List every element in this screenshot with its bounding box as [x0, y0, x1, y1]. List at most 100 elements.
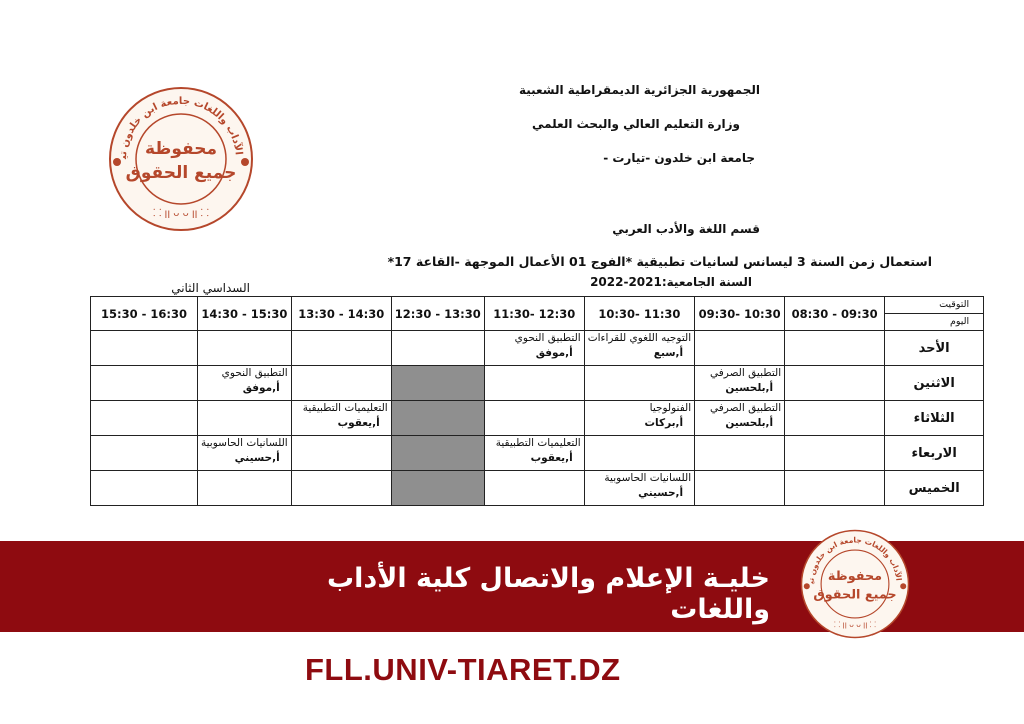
empty-cell — [90, 330, 198, 366]
empty-cell — [90, 470, 198, 506]
empty-cell — [583, 435, 696, 471]
course-name: التعليميات التطبيقية — [302, 402, 388, 414]
empty-cell — [694, 470, 786, 506]
empty-cell — [483, 470, 585, 506]
empty-cell — [90, 400, 198, 436]
empty-cell — [197, 470, 292, 506]
empty-cell — [197, 400, 292, 436]
teacher-name: أ,بلحسين — [725, 417, 774, 429]
course-name: اللسانيات الحاسوبية — [201, 437, 288, 449]
time-slot-header: 16:30 - 15:30 — [90, 296, 198, 331]
class-cell: التوجيه اللغوي للقراءات أ,سبع — [583, 330, 696, 366]
teacher-name: أ,حسيني — [234, 452, 280, 464]
empty-cell — [483, 400, 585, 436]
break-cell — [390, 400, 485, 436]
class-cell: التعليميات التطبيقية أ,يعقوب — [290, 400, 392, 436]
empty-cell — [290, 435, 392, 471]
empty-cell — [197, 330, 292, 366]
class-cell: التطبيق الصرفي أ,بلحسين — [694, 365, 786, 401]
teacher-name: أ,بلحسين — [725, 382, 774, 394]
schedule-title: استعمال زمن السنة 3 ليسانس لسانيات تطبيق… — [387, 254, 932, 269]
corner-time-label: التوقيت — [885, 297, 984, 314]
academic-year: السنة الجامعية:2021-2022 — [590, 275, 752, 289]
time-slot-header: 13:30 - 12:30 — [390, 296, 485, 331]
course-name: التطبيق النحوي — [514, 332, 581, 344]
time-slot-header: 14:30 - 13:30 — [290, 296, 392, 331]
ministry-title: وزارة التعليم العالي والبحث العلمي — [531, 117, 740, 131]
empty-cell — [390, 330, 485, 366]
course-name: الفنولوجيا — [649, 402, 692, 414]
teacher-name: أ,يعقوب — [337, 417, 380, 429]
svg-text:جميع الحقوق: جميع الحقوق — [126, 163, 237, 183]
schedule-row: الاربعاء التعليميات التطبيقية أ,يعقوب اللسا… — [90, 435, 985, 471]
empty-cell — [90, 435, 198, 471]
empty-cell — [784, 470, 886, 506]
empty-cell — [290, 365, 392, 401]
empty-cell — [694, 330, 786, 366]
republic-title: الجمهورية الجزائرية الديمقراطية الشعبية — [518, 83, 760, 97]
empty-cell — [784, 330, 886, 366]
schedule-row: الاثنين التطبيق الصرفي أ,بلحسين التطبيق الن… — [90, 365, 985, 401]
empty-cell — [784, 365, 886, 401]
teacher-name: أ,يعقوب — [530, 452, 573, 464]
class-cell: الفنولوجيا أ,بركات — [583, 400, 696, 436]
class-cell: التطبيق النحوي أ,موفق — [483, 330, 585, 366]
time-slot-header: 11:30 -10:30 — [583, 296, 696, 331]
course-name: التطبيق الصرفي — [710, 367, 782, 379]
empty-cell — [784, 400, 886, 436]
course-name: التعليميات التطبيقية — [495, 437, 581, 449]
day-cell: الثلاثاء — [884, 400, 985, 436]
break-cell — [390, 435, 485, 471]
time-slot-header: 09:30 - 08:30 — [784, 296, 886, 331]
teacher-name: أ,سبع — [653, 347, 684, 359]
course-name: التطبيق النحوي — [221, 367, 288, 379]
schedule-row: الخميس اللسانيات الحاسوبية أ,حسيني — [90, 470, 985, 506]
semester-label: السداسي الثاني — [171, 281, 250, 295]
time-slot-header: 10:30 -09:30 — [694, 296, 786, 331]
class-cell: التطبيق النحوي أ,موفق — [197, 365, 292, 401]
teacher-name: أ,موفق — [535, 347, 573, 359]
empty-cell — [583, 365, 696, 401]
empty-cell — [784, 435, 886, 471]
class-cell: التعليميات التطبيقية أ,يعقوب — [483, 435, 585, 471]
department-title: قسم اللغة والأدب العربي — [612, 222, 760, 236]
day-cell: الخميس — [884, 470, 985, 506]
teacher-name: أ,موفق — [242, 382, 280, 394]
copyright-stamp-bottom: كلية الآداب واللغات جامعة ابن خلدون تيار… — [800, 529, 910, 639]
empty-cell — [694, 435, 786, 471]
schedule-table: التوقيت اليوم 09:30 - 08:30 10:30 -09:30 11:… — [90, 296, 985, 506]
time-slot-header: 12:30 -11:30 — [483, 296, 585, 331]
course-name: اللسانيات الحاسوبية — [604, 472, 692, 484]
banner-text: خليـة الإعلام والاتصال كلية الأداب واللغ… — [327, 563, 770, 625]
break-cell — [390, 470, 485, 506]
empty-cell — [290, 470, 392, 506]
header-row: التوقيت اليوم 09:30 - 08:30 10:30 -09:30 11:… — [90, 296, 985, 331]
class-cell: اللسانيات الحاسوبية أ,حسيني — [583, 470, 696, 506]
class-cell: اللسانيات الحاسوبية أ,حسيني — [197, 435, 292, 471]
teacher-name: أ,حسيني — [638, 487, 684, 499]
course-name: التطبيق الصرفي — [710, 402, 782, 414]
day-cell: الاربعاء — [884, 435, 985, 471]
empty-cell — [483, 365, 585, 401]
university-title: جامعة ابن خلدون -تيارت - — [603, 151, 755, 165]
class-cell: التطبيق الصرفي أ,بلحسين — [694, 400, 786, 436]
day-cell: الأحد — [884, 330, 985, 366]
svg-text:⸬ ꞁꞁ ᴗ ᴗ ꞁꞁ ⸬: ⸬ ꞁꞁ ᴗ ᴗ ꞁꞁ ⸬ — [153, 208, 209, 219]
svg-text:محفوظة: محفوظة — [828, 569, 882, 584]
empty-cell — [90, 365, 198, 401]
schedule-row: الثلاثاء التطبيق الصرفي أ,بلحسين الفنولوجيا… — [90, 400, 985, 436]
svg-text:⸬ ꞁꞁ ᴗ ᴗ ꞁꞁ ⸬: ⸬ ꞁꞁ ᴗ ᴗ ꞁꞁ ⸬ — [834, 620, 876, 629]
day-cell: الاثنين — [884, 365, 985, 401]
copyright-stamp-top: كلية الآداب واللغات جامعة ابن خلدون تيار… — [108, 86, 253, 231]
schedule-row: الأحد التوجيه اللغوي للقراءات أ,سبع التطبيق… — [90, 330, 985, 366]
course-name: التوجيه اللغوي للقراءات — [587, 332, 692, 344]
empty-cell — [290, 330, 392, 366]
time-slot-header: 15:30 - 14:30 — [197, 296, 292, 331]
svg-text:محفوظة: محفوظة — [145, 139, 217, 159]
break-cell — [390, 365, 485, 401]
svg-text:جميع الحقوق: جميع الحقوق — [813, 587, 896, 602]
teacher-name: أ,بركات — [644, 417, 684, 429]
corner-cell: التوقيت اليوم — [884, 296, 985, 331]
corner-day-label: اليوم — [949, 316, 970, 327]
website-url[interactable]: FLL.UNIV-TIARET.DZ — [305, 652, 621, 687]
